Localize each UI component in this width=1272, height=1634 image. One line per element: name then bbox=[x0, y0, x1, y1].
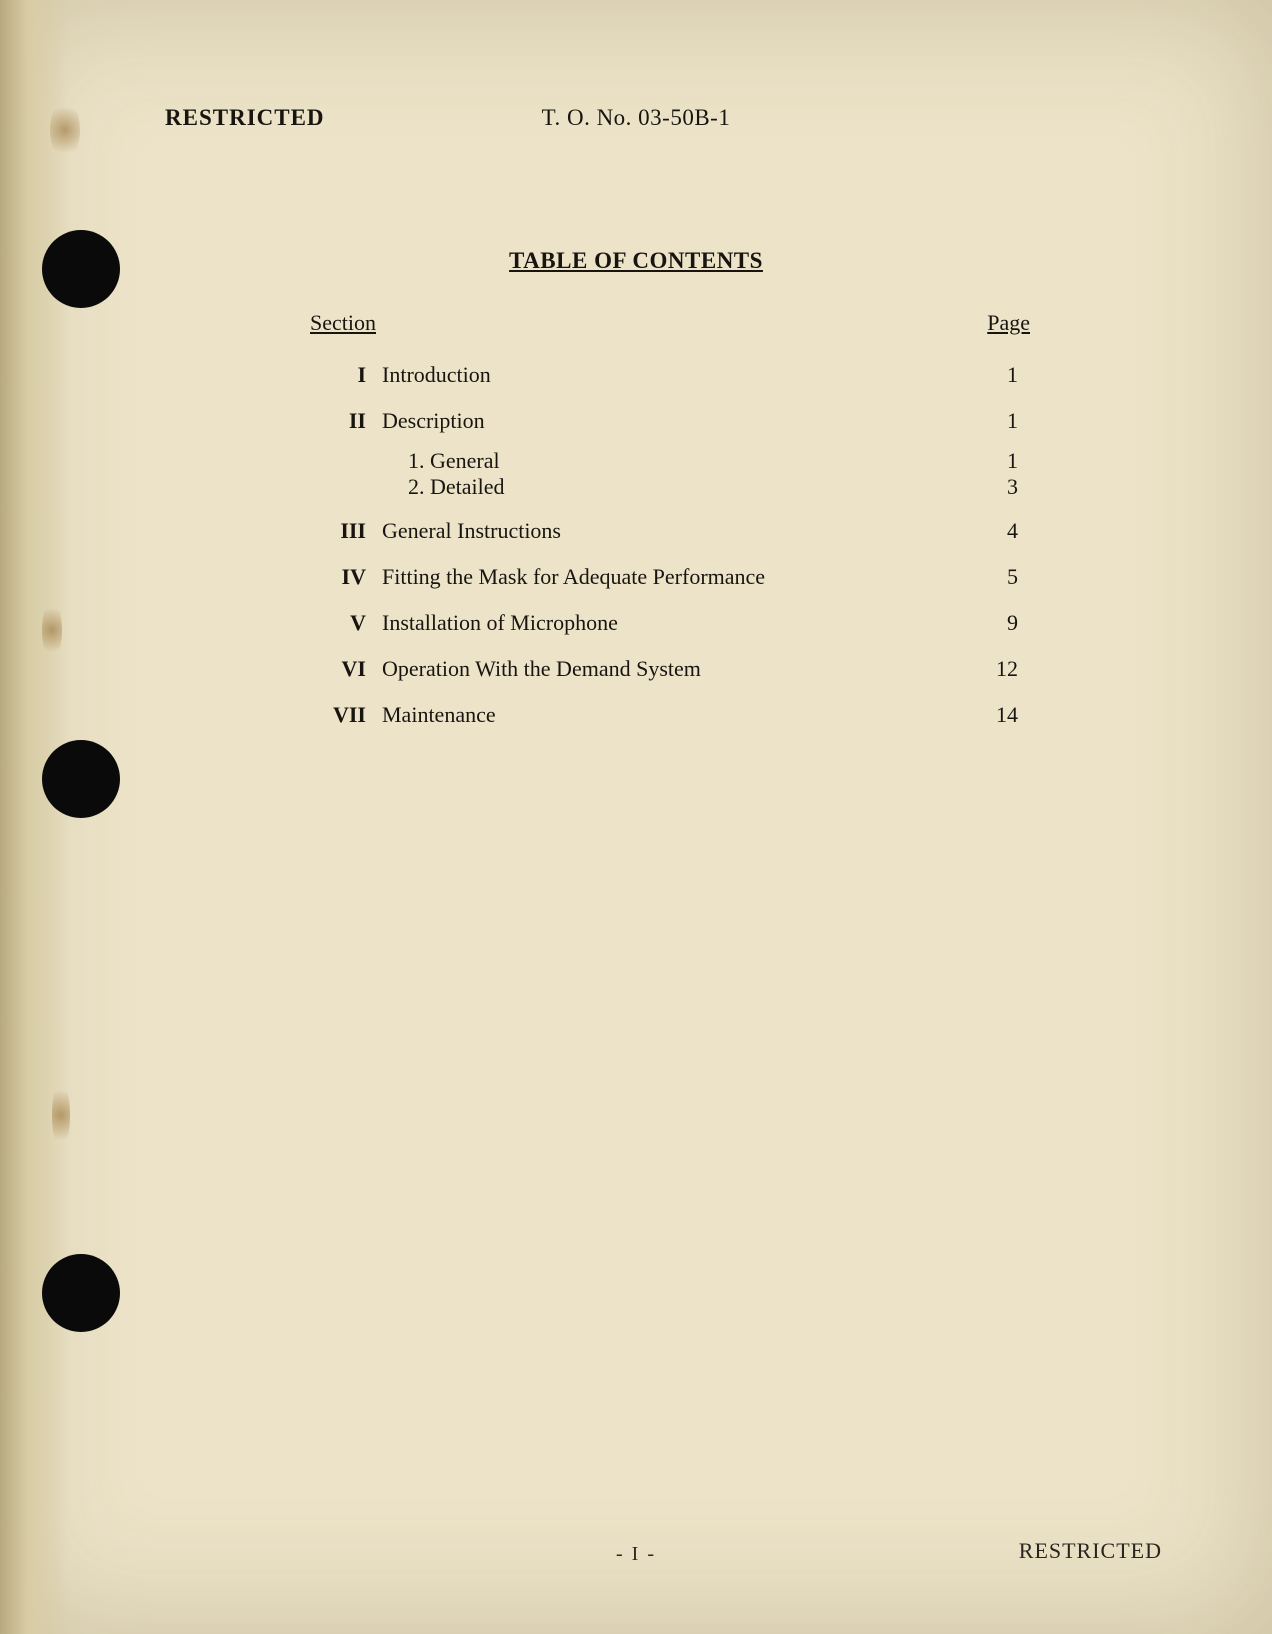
toc-subsection-title: 2. Detailed bbox=[408, 474, 505, 500]
toc-row: IV Fitting the Mask for Adequate Perform… bbox=[310, 564, 1030, 596]
toc-section-title: Operation With the Demand System bbox=[382, 656, 701, 682]
punch-hole-icon bbox=[42, 1254, 120, 1332]
toc-row: VII Maintenance 14 bbox=[310, 702, 1030, 734]
toc-section-page: 12 bbox=[996, 656, 1018, 682]
toc-section-title: Maintenance bbox=[382, 702, 496, 728]
toc-section-title: Description bbox=[382, 408, 485, 434]
toc-header-row: Section Page bbox=[310, 310, 1030, 350]
column-header-page: Page bbox=[987, 310, 1030, 336]
stain-mark bbox=[52, 1080, 70, 1150]
toc-section-number: V bbox=[310, 610, 366, 636]
punch-hole-icon bbox=[42, 740, 120, 818]
toc-row: III General Instructions 4 bbox=[310, 518, 1030, 550]
column-header-section: Section bbox=[310, 310, 376, 336]
toc-subsection-page: 1 bbox=[1007, 448, 1018, 474]
toc-subsection-block: 1. General 1 2. Detailed 3 bbox=[408, 448, 1030, 500]
toc-section-title: Installation of Microphone bbox=[382, 610, 618, 636]
toc-section-page: 5 bbox=[1007, 564, 1018, 590]
footer-classification: RESTRICTED bbox=[1019, 1538, 1162, 1564]
toc-subsection-page: 3 bbox=[1007, 474, 1018, 500]
toc-section-page: 9 bbox=[1007, 610, 1018, 636]
toc-section-number: II bbox=[310, 408, 366, 434]
toc-row: VI Operation With the Demand System 12 bbox=[310, 656, 1030, 688]
toc-section-page: 4 bbox=[1007, 518, 1018, 544]
toc-section-number: VII bbox=[310, 702, 366, 728]
toc-subsection-row: 1. General 1 bbox=[408, 448, 1030, 474]
toc-row: II Description 1 bbox=[310, 408, 1030, 440]
toc-section-title: General Instructions bbox=[382, 518, 561, 544]
toc-subsection-row: 2. Detailed 3 bbox=[408, 474, 1030, 500]
toc-section-number: IV bbox=[310, 564, 366, 590]
toc-row: V Installation of Microphone 9 bbox=[310, 610, 1030, 642]
toc-section-page: 14 bbox=[996, 702, 1018, 728]
toc-subsection-title: 1. General bbox=[408, 448, 500, 474]
page-title: TABLE OF CONTENTS bbox=[0, 248, 1272, 274]
toc-section-page: 1 bbox=[1007, 408, 1018, 434]
toc-section-number: III bbox=[310, 518, 366, 544]
toc-section-page: 1 bbox=[1007, 362, 1018, 388]
header-doc-number: T. O. No. 03-50B-1 bbox=[0, 105, 1272, 131]
table-of-contents: Section Page I Introduction 1 II Descrip… bbox=[310, 310, 1030, 748]
toc-section-title: Fitting the Mask for Adequate Performanc… bbox=[382, 564, 765, 590]
stain-mark bbox=[42, 600, 62, 660]
toc-section-number: VI bbox=[310, 656, 366, 682]
toc-section-number: I bbox=[310, 362, 366, 388]
document-page: RESTRICTED T. O. No. 03-50B-1 TABLE OF C… bbox=[0, 0, 1272, 1634]
toc-row: I Introduction 1 bbox=[310, 362, 1030, 394]
toc-section-title: Introduction bbox=[382, 362, 491, 388]
